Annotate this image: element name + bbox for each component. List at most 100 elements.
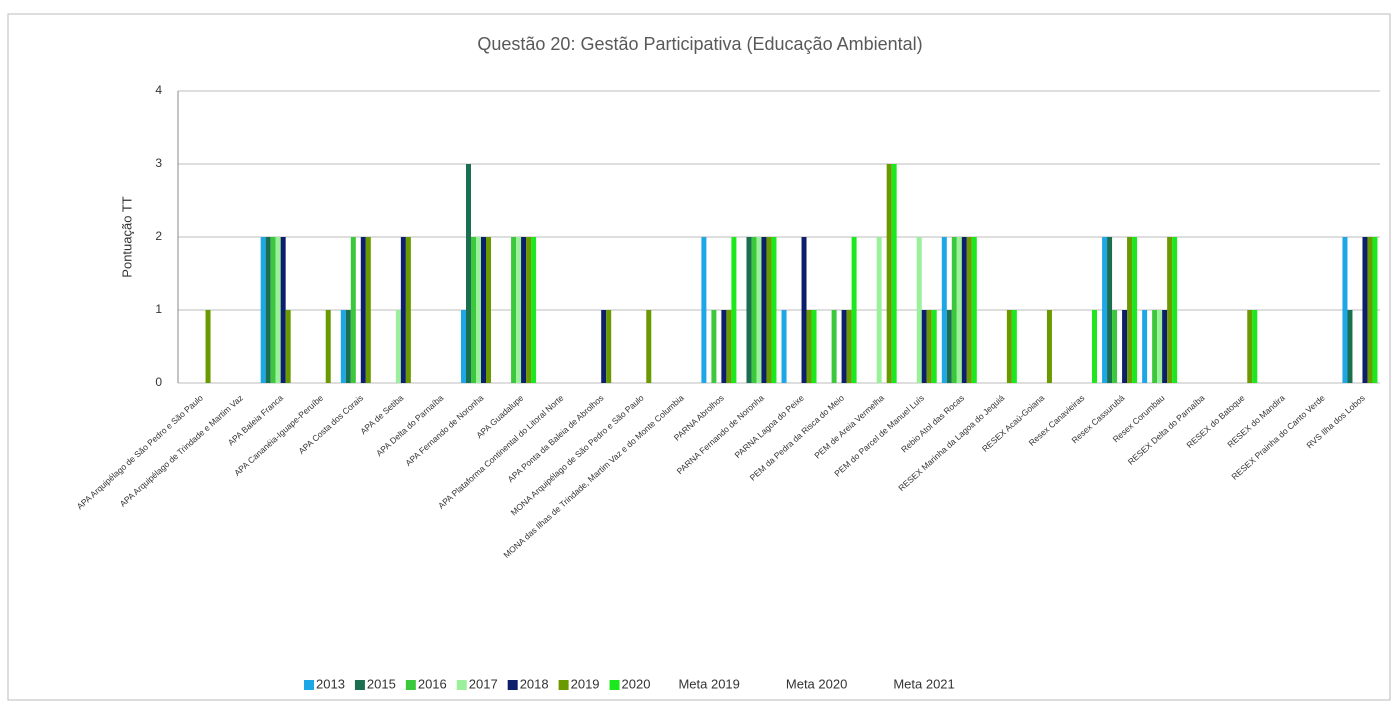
bar [260,237,266,383]
bar [711,310,717,383]
bar [721,310,727,383]
legend-swatch [405,680,416,690]
y-tick-label: 3 [155,156,162,170]
legend-label: 2015 [367,676,396,691]
bar [1132,237,1138,383]
bar [1046,310,1052,383]
y-tick-label: 0 [155,375,162,389]
bar [1347,310,1353,383]
bar [461,310,466,383]
legend-label: 2020 [622,676,651,691]
bar [916,237,922,383]
bar [1247,310,1253,383]
bar [1142,310,1148,383]
bar [1011,310,1017,383]
y-tick-label: 2 [155,229,162,243]
bar [205,310,211,383]
bar [876,237,882,383]
bar [345,310,351,383]
bar [751,237,757,383]
bar [265,237,271,383]
bar [966,237,972,383]
bar [280,237,286,383]
bar [270,237,276,383]
bar [1112,310,1118,383]
bar [831,310,837,383]
bar [931,310,937,383]
y-tick-label: 4 [155,83,162,97]
bar [1172,237,1178,383]
bar [971,237,977,383]
chart-title: Questão 20: Gestão Participativa (Educaç… [477,34,922,54]
bar [761,237,767,383]
bar [956,237,962,383]
bar [891,164,897,383]
legend-swatch [507,680,518,690]
bar [1006,310,1012,383]
bar [1367,237,1373,383]
bar [1127,237,1133,383]
y-axis-label: Pontuação TT [119,196,134,277]
bar [771,237,777,383]
legend-label: Meta 2019 [678,676,739,691]
bar [1157,310,1163,383]
bar [731,237,737,383]
bar [951,237,957,383]
bar [1162,310,1168,383]
bar [531,237,537,383]
bar [781,310,787,383]
bar [360,237,366,383]
bar [961,237,967,383]
legend-label: 2018 [520,676,549,691]
bar [395,310,401,383]
legend-label: 2013 [316,676,345,691]
bar [746,237,752,383]
bar [1102,237,1108,383]
bar [851,237,857,383]
bar [526,237,532,383]
bar [601,310,607,383]
bar [516,237,522,383]
y-tick-label: 1 [155,302,162,316]
bar [275,237,281,383]
bar [1167,237,1173,383]
bar [886,164,892,383]
bar [466,164,471,383]
bar [521,237,527,383]
bar [1342,237,1348,383]
legend-swatch [456,680,467,690]
legend-label: Meta 2020 [786,676,847,691]
bar [701,237,707,383]
bar [481,237,486,383]
legend-swatch [354,680,365,690]
bar [841,310,847,383]
legend-label: 2019 [571,676,600,691]
bar [476,237,481,383]
bar [400,237,406,383]
bar [806,310,812,383]
legend-swatch [609,680,620,690]
bar [941,237,947,383]
legend-swatch [304,680,314,690]
bar [606,310,612,383]
legend-label: 2016 [418,676,447,691]
bar [1362,237,1368,383]
bar [1122,310,1128,383]
bar [340,310,346,383]
legend-label: 2017 [469,676,498,691]
bar [405,237,411,383]
bar [1152,310,1158,383]
bar [1092,310,1097,383]
bar [1107,237,1113,383]
bar [511,237,517,383]
bar [646,310,652,383]
bar [350,237,356,383]
bar [285,310,291,383]
bar [756,237,762,383]
bar [766,237,772,383]
bar [325,310,331,383]
bar [1372,237,1378,383]
bar [365,237,371,383]
bar [811,310,817,383]
